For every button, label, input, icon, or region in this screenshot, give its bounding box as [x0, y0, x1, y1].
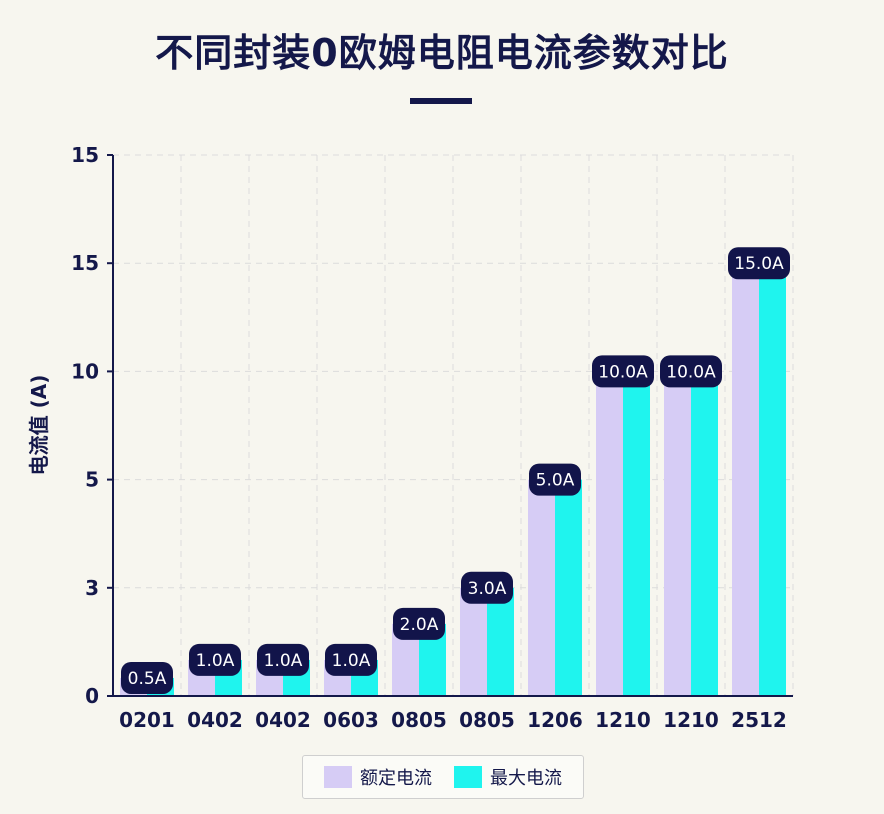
- data-label-badge: [660, 355, 722, 388]
- data-label: 10.0A: [598, 362, 648, 382]
- data-label: 1.0A: [264, 651, 303, 671]
- y-tick-label: 15: [71, 251, 99, 275]
- y-tick-label: 10: [71, 359, 99, 383]
- bar-rated: [732, 263, 759, 696]
- x-tick-label: 0805: [459, 708, 515, 732]
- y-tick-label: 3: [85, 576, 99, 600]
- y-tick-label: 0: [85, 684, 99, 708]
- bar-rated: [664, 371, 691, 696]
- data-label: 5.0A: [536, 471, 575, 491]
- data-label-badge: [393, 607, 445, 640]
- legend: 额定电流 最大电流: [302, 755, 584, 799]
- data-label: 3.0A: [468, 579, 507, 599]
- legend-label-max: 最大电流: [490, 768, 562, 789]
- data-label: 10.0A: [666, 362, 716, 382]
- data-label: 1.0A: [332, 651, 371, 671]
- y-axis-title: 电流值 (A): [27, 375, 51, 476]
- x-tick-label: 0402: [187, 708, 243, 732]
- x-tick-label: 1210: [595, 708, 651, 732]
- title-underline: [410, 98, 472, 104]
- data-label: 2.0A: [400, 615, 439, 635]
- y-tick-label: 5: [85, 468, 99, 492]
- x-tick-label: 0402: [255, 708, 311, 732]
- x-tick-label: 0201: [119, 708, 175, 732]
- data-label: 1.0A: [196, 651, 235, 671]
- legend-item-max[interactable]: 最大电流: [454, 764, 562, 790]
- bar-max: [487, 587, 514, 696]
- data-label-badge: [121, 661, 173, 694]
- x-tick-label: 0805: [391, 708, 447, 732]
- data-label: 15.0A: [734, 254, 784, 274]
- bar-max: [691, 371, 718, 696]
- legend-swatch-max: [454, 766, 482, 788]
- legend-item-rated[interactable]: 额定电流: [324, 764, 432, 790]
- data-label-badge: [461, 571, 513, 604]
- data-label-badge: [529, 463, 581, 496]
- bar-max: [623, 371, 650, 696]
- x-tick-label: 0603: [323, 708, 379, 732]
- x-tick-label: 1210: [663, 708, 719, 732]
- legend-swatch-rated: [324, 766, 352, 788]
- bar-max: [759, 263, 786, 696]
- x-tick-label: 2512: [731, 708, 787, 732]
- data-label-badge: [728, 247, 790, 280]
- data-label: 0.5A: [128, 669, 167, 689]
- chart-title: 不同封装0欧姆电阻电流参数对比: [155, 31, 729, 75]
- bar-max: [555, 479, 582, 696]
- data-label-badge: [257, 643, 309, 676]
- data-label-badge: [592, 355, 654, 388]
- bar-rated: [528, 479, 555, 696]
- data-label-badge: [189, 643, 241, 676]
- y-tick-label: 15: [71, 143, 99, 167]
- x-tick-label: 1206: [527, 708, 583, 732]
- data-label-badge: [325, 643, 377, 676]
- legend-label-rated: 额定电流: [360, 768, 432, 789]
- bar-rated: [460, 587, 487, 696]
- bar-rated: [596, 371, 623, 696]
